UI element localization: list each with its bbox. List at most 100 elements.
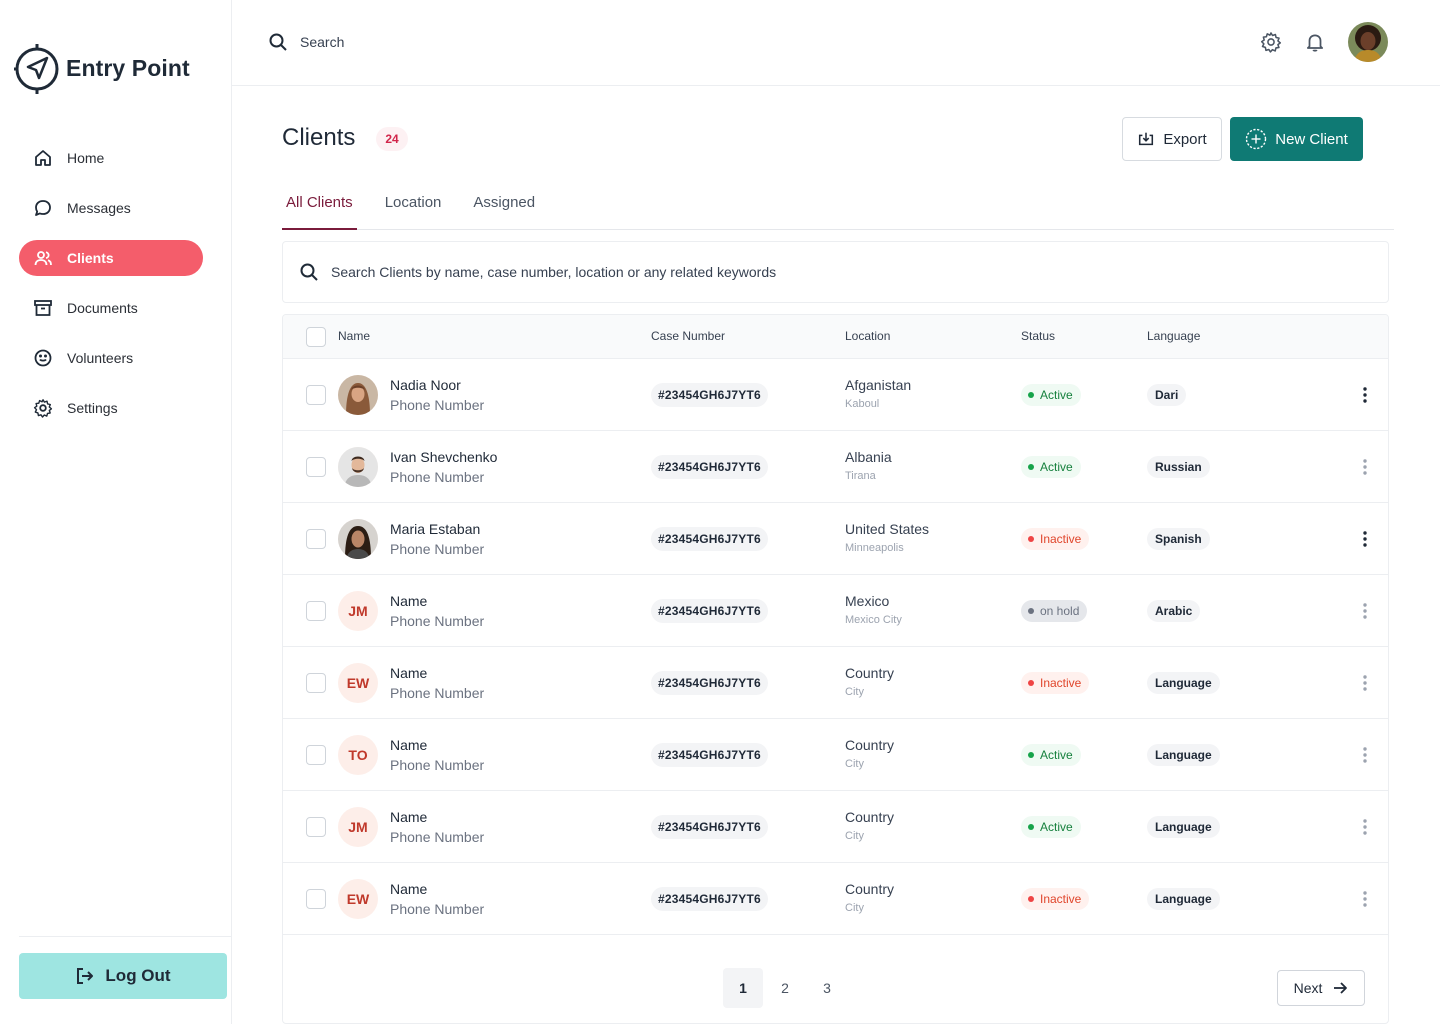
row-menu-button[interactable] <box>1355 745 1375 765</box>
table-row[interactable]: JM Name Phone Number #23454GH6J7YT6 Mexi… <box>283 575 1388 647</box>
client-name: Name <box>390 809 428 825</box>
search-input[interactable]: Search <box>300 34 345 50</box>
sidebar-item-messages[interactable]: Messages <box>19 190 203 226</box>
settings-button[interactable] <box>1260 31 1282 53</box>
row-menu-button[interactable] <box>1355 529 1375 549</box>
sidebar-item-documents[interactable]: Documents <box>19 290 203 326</box>
status-dot <box>1028 824 1034 830</box>
new-client-button[interactable]: New Client <box>1230 117 1363 161</box>
export-label: Export <box>1163 130 1207 148</box>
row-menu-button[interactable] <box>1355 601 1375 621</box>
page-3-button[interactable]: 3 <box>823 980 831 996</box>
table-row[interactable]: Maria Estaban Phone Number #23454GH6J7YT… <box>283 503 1388 575</box>
table-row[interactable]: Nadia Noor Phone Number #23454GH6J7YT6 A… <box>283 359 1388 431</box>
avatar: EW <box>338 879 378 919</box>
avatar <box>338 519 378 559</box>
client-photo <box>338 375 378 415</box>
bell-icon <box>1306 34 1324 52</box>
row-menu-button[interactable] <box>1355 889 1375 909</box>
sidebar-item-clients[interactable]: Clients <box>19 240 203 276</box>
sidebar-item-label: Settings <box>67 400 118 416</box>
client-name: Name <box>390 737 428 753</box>
sidebar-item-volunteers[interactable]: Volunteers <box>19 340 203 376</box>
tab-all-clients[interactable]: All Clients <box>282 186 357 230</box>
row-menu-button[interactable] <box>1355 673 1375 693</box>
tab-location[interactable]: Location <box>384 194 442 211</box>
table-row[interactable]: JM Name Phone Number #23454GH6J7YT6 Coun… <box>283 791 1388 863</box>
topbar: Search <box>232 0 1440 86</box>
clients-search-input[interactable]: Search Clients by name, case number, loc… <box>331 264 777 280</box>
row-checkbox[interactable] <box>306 673 326 693</box>
status-dot <box>1028 752 1034 758</box>
column-location[interactable]: Location <box>845 329 891 343</box>
user-avatar[interactable] <box>1348 22 1388 62</box>
logout-button[interactable]: Log Out <box>19 953 227 999</box>
users-icon <box>34 251 52 266</box>
next-page-button[interactable]: Next <box>1277 970 1365 1006</box>
client-city: City <box>845 686 864 698</box>
client-phone: Phone Number <box>390 397 485 413</box>
notifications-button[interactable] <box>1304 31 1326 53</box>
column-case-number[interactable]: Case Number <box>651 329 726 343</box>
row-checkbox[interactable] <box>306 529 326 549</box>
row-menu-button[interactable] <box>1355 385 1375 405</box>
logout-icon <box>77 968 94 984</box>
sidebar-item-home[interactable]: Home <box>19 140 203 176</box>
select-all-checkbox[interactable] <box>306 327 326 347</box>
status-label: Active <box>1040 748 1073 762</box>
page-1-button[interactable]: 1 <box>723 968 763 1008</box>
table-row[interactable]: EW Name Phone Number #23454GH6J7YT6 Coun… <box>283 647 1388 719</box>
status-dot <box>1028 392 1034 398</box>
export-button[interactable]: Export <box>1122 117 1222 161</box>
next-label: Next <box>1293 980 1323 996</box>
client-phone: Phone Number <box>390 685 485 701</box>
client-country: United States <box>845 521 930 537</box>
status-badge: Active <box>1021 384 1081 406</box>
table-row[interactable]: Ivan Shevchenko Phone Number #23454GH6J7… <box>283 431 1388 503</box>
client-tabs: All Clients Location Assigned <box>282 186 1394 230</box>
logo[interactable]: Entry Point <box>14 42 190 94</box>
clients-search[interactable]: Search Clients by name, case number, loc… <box>282 241 1389 303</box>
sidebar-item-label: Volunteers <box>67 350 134 366</box>
client-country: Afganistan <box>845 377 912 393</box>
more-vertical-icon <box>1363 891 1367 907</box>
status-label: Active <box>1040 820 1073 834</box>
row-checkbox[interactable] <box>306 457 326 477</box>
more-vertical-icon <box>1363 747 1367 763</box>
tab-assigned[interactable]: Assigned <box>473 194 536 211</box>
table-row[interactable]: TO Name Phone Number #23454GH6J7YT6 Coun… <box>283 719 1388 791</box>
sidebar: Entry Point Home Messages Clients Docume… <box>0 0 232 1024</box>
column-status[interactable]: Status <box>1021 329 1056 343</box>
client-photo <box>338 447 378 487</box>
row-checkbox[interactable] <box>306 817 326 837</box>
row-menu-button[interactable] <box>1355 457 1375 477</box>
search-icon <box>269 33 287 51</box>
page-2-button[interactable]: 2 <box>781 980 789 996</box>
client-country: Country <box>845 881 895 897</box>
table-row[interactable]: EW Name Phone Number #23454GH6J7YT6 Coun… <box>283 863 1388 935</box>
case-number: #23454GH6J7YT6 <box>651 743 768 767</box>
row-checkbox[interactable] <box>306 601 326 621</box>
status-dot <box>1028 608 1034 614</box>
client-country: Country <box>845 665 895 681</box>
row-checkbox[interactable] <box>306 745 326 765</box>
row-checkbox[interactable] <box>306 385 326 405</box>
client-phone: Phone Number <box>390 829 485 845</box>
case-number: #23454GH6J7YT6 <box>651 815 768 839</box>
gear-icon <box>1260 32 1282 53</box>
row-menu-button[interactable] <box>1355 817 1375 837</box>
column-name[interactable]: Name <box>338 329 371 343</box>
global-search[interactable]: Search <box>268 32 344 52</box>
case-number: #23454GH6J7YT6 <box>651 599 768 623</box>
status-dot <box>1028 464 1034 470</box>
language-badge: Spanish <box>1147 528 1210 550</box>
sidebar-item-settings[interactable]: Settings <box>19 390 203 426</box>
app-name: Entry Point <box>66 54 190 81</box>
arrow-right-icon <box>1334 982 1348 994</box>
user-photo <box>1348 22 1388 62</box>
column-language[interactable]: Language <box>1147 329 1201 343</box>
client-country: Country <box>845 737 895 753</box>
row-checkbox[interactable] <box>306 889 326 909</box>
clients-count-badge: 24 <box>376 127 408 151</box>
more-vertical-icon <box>1363 819 1367 835</box>
